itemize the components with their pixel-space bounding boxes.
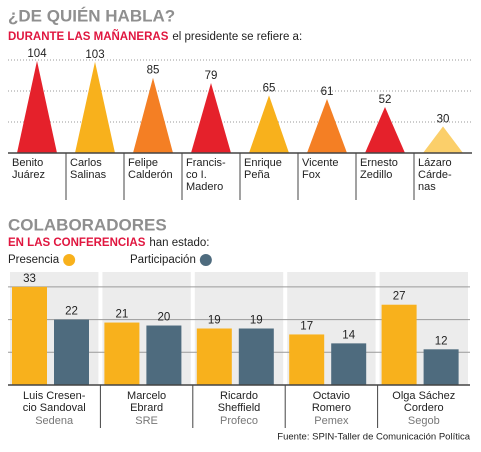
value-label: 104 [27, 48, 47, 60]
value-label: 21 [116, 309, 129, 321]
category-label-line: Ernesto [360, 157, 398, 169]
organization-label: Profeco [220, 415, 258, 427]
value-label: 19 [208, 315, 221, 327]
category-label-line: nas [418, 181, 436, 193]
category-label: Benito Juárez [12, 157, 45, 181]
bar [12, 286, 47, 385]
legend-swatch [199, 254, 212, 266]
triangle [191, 83, 231, 153]
subtitle-text: el presidente se refiere a: [172, 31, 302, 43]
value-label: 19 [250, 315, 263, 327]
category-label: Olga Sáchez Cordero [392, 390, 455, 414]
category-label-line: Lázaro [418, 157, 452, 169]
value-label: 22 [65, 306, 78, 318]
legend-label: Participación [130, 254, 196, 266]
category-label: Lázaro Cárde-nas [418, 157, 452, 193]
category-label-line: Sheffield [218, 402, 261, 414]
category-label-line: Cárde- [418, 169, 452, 181]
bar [196, 328, 232, 385]
value-label: 14 [342, 329, 355, 341]
bar [54, 319, 89, 385]
bar [146, 325, 182, 385]
subtitle-highlight: EN LAS CONFERENCIAS [8, 237, 146, 249]
category-label: Luis Cresen-cio Sandoval [23, 390, 86, 414]
bar [238, 328, 274, 385]
value-label: 30 [437, 113, 450, 125]
category-label-line: Juárez [12, 169, 45, 181]
category-label-line: Calderón [128, 169, 173, 181]
category-label-line: Zedillo [360, 169, 392, 181]
category-label-line: Fox [302, 169, 321, 181]
triangle [133, 77, 173, 153]
category-label-line: Enrique [244, 157, 282, 169]
category-label-line: Octavio [313, 390, 350, 402]
value-label: 61 [321, 86, 334, 98]
bar [104, 322, 140, 385]
value-label: 33 [23, 273, 36, 285]
title: COLABORADORES [8, 215, 167, 234]
legend-label: Presencia [8, 254, 60, 266]
category-label: Octavio Romero [312, 390, 351, 414]
category-label-line: cio Sandoval [23, 402, 86, 414]
organization-label: Pemex [314, 415, 349, 427]
category-label-line: Olga Sáchez [392, 390, 455, 402]
bar [331, 343, 367, 385]
category-label-line: Ricardo [220, 390, 258, 402]
category-label-line: Peña [244, 169, 271, 181]
category-label-line: Salinas [70, 169, 107, 181]
category-label: Ricardo Sheffield [218, 390, 261, 414]
value-label: 79 [205, 70, 218, 82]
category-label: Francis-co I. Madero [186, 157, 226, 193]
triangle [75, 61, 115, 154]
subtitle: DURANTE LAS MAÑANERAS el presidente se re… [8, 30, 302, 43]
category-label-line: Carlos [70, 157, 102, 169]
value-label: 85 [147, 65, 160, 77]
organization-label: Sedena [35, 415, 74, 427]
triangle [307, 98, 347, 153]
subtitle-highlight: DURANTE LAS MAÑANERAS [8, 30, 169, 43]
category-label-line: Cordero [404, 402, 444, 414]
subtitle: EN LAS CONFERENCIAS han estado: [8, 237, 209, 249]
value-label: 52 [379, 94, 392, 106]
value-label: 20 [158, 312, 171, 324]
title: ¿DE QUIÉN HABLA? [8, 6, 175, 25]
category-label-line: Francis- [186, 157, 226, 169]
bar [289, 334, 325, 385]
category-label-line: Romero [312, 402, 351, 414]
triangle [17, 60, 57, 154]
value-label: 103 [85, 49, 104, 61]
category-label-line: Ebrard [130, 402, 163, 414]
organization-label: Segob [408, 415, 440, 427]
category-label-line: co I. [186, 169, 207, 181]
category-label: Carlos Salinas [70, 157, 107, 181]
triangle [423, 126, 463, 153]
legend-swatch [63, 254, 76, 266]
source: Fuente: SPIN-Taller de Comunicación Polí… [277, 432, 470, 443]
category-label-line: Felipe [128, 157, 158, 169]
organization-label: SRE [135, 415, 158, 427]
triangle [249, 95, 289, 153]
category-label-line: Luis Cresen- [23, 390, 86, 402]
category-label-line: Vicente [302, 157, 339, 169]
category-label: Marcelo Ebrard [127, 390, 166, 414]
triangle [365, 106, 405, 153]
category-label: Ernesto Zedillo [360, 157, 398, 181]
value-label: 65 [263, 82, 276, 94]
category-label: Enrique Peña [244, 157, 282, 181]
category-label-line: Benito [12, 157, 43, 169]
category-label: Vicente Fox [302, 157, 339, 181]
value-label: 27 [393, 291, 406, 303]
subtitle-text: han estado: [149, 237, 209, 249]
value-label: 12 [435, 335, 448, 347]
value-label: 17 [300, 320, 313, 332]
category-label-line: Marcelo [127, 390, 166, 402]
bar [381, 304, 417, 385]
bar [423, 349, 459, 385]
category-label: Felipe Calderón [128, 157, 173, 181]
category-label-line: Madero [186, 181, 223, 193]
